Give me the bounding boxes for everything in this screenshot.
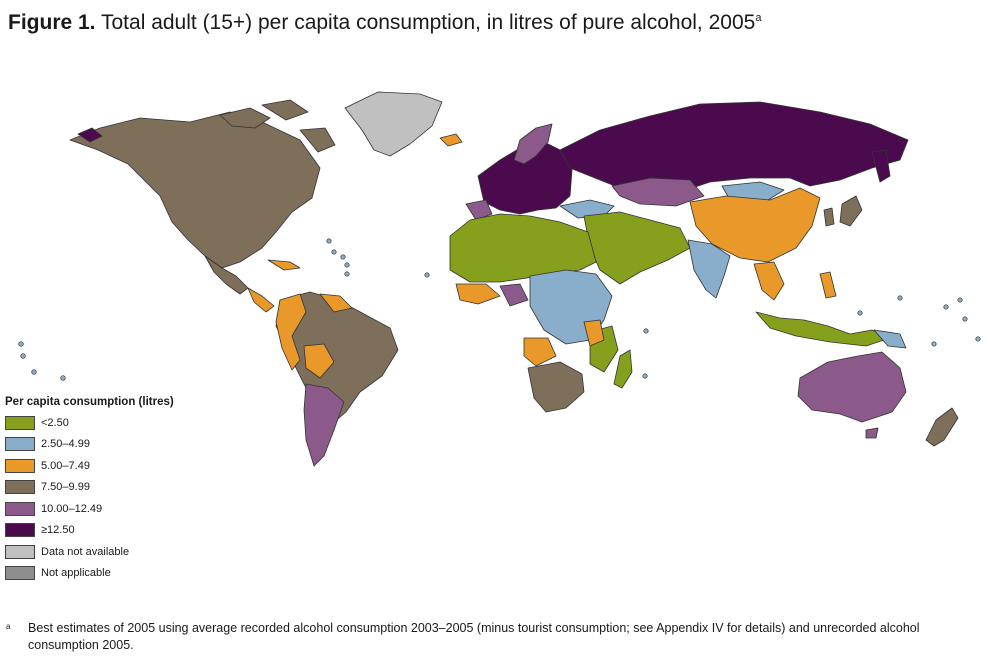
region-venezuela [319,293,353,313]
region-china [689,187,821,263]
legend-label: 5.00–7.49 [41,459,90,472]
region-southern-africa [527,361,585,413]
legend-swatch [5,480,35,495]
legend-label: Data not available [41,545,130,558]
region-india [687,239,731,299]
legend-label: <2.50 [41,416,69,429]
region-mexico [204,255,249,295]
region-philippines [819,271,837,299]
region-iberia [465,199,493,221]
region-north-africa [449,213,597,283]
map-legend: Per capita consumption (litres) <2.50 2.5… [5,396,174,584]
region-bolivia-paraguay [303,343,335,379]
legend-swatch [5,566,35,581]
legend-swatch [5,523,35,538]
legend-item: <2.50 [5,412,174,434]
footnote: a Best estimates of 2005 using average r… [6,620,981,654]
region-balkans-turkey [559,199,615,219]
legend-swatch [5,437,35,452]
legend-title: Per capita consumption (litres) [5,396,174,408]
legend-label: 2.50–4.99 [41,438,90,451]
legend-label: ≥12.50 [41,524,75,537]
region-greenland [344,91,443,157]
region-middle-east [583,211,691,285]
region-indonesia [755,311,891,347]
legend-item: 10.00–12.49 [5,498,174,520]
region-caribbean [267,259,301,271]
legend-swatch [5,544,35,559]
figure-label: Figure 1. [8,11,96,34]
region-tasmania [865,427,879,439]
region-andes-north [275,293,307,371]
legend-swatch [5,458,35,473]
legend-item: 7.50–9.99 [5,477,174,499]
legend-swatch [5,501,35,516]
region-west-africa [455,283,501,305]
region-kazakhstan [611,177,705,207]
region-iceland [439,133,463,147]
legend-item: ≥12.50 [5,520,174,542]
region-korea-japan [823,195,863,227]
region-canadian-arctic [219,99,336,153]
world-map [18,91,981,467]
region-russia [559,101,909,193]
region-alaska-tip [77,127,103,143]
region-scandinavia [513,123,553,165]
region-papua [873,329,907,349]
region-southeast-asia [753,261,785,301]
region-argentina-chile [303,383,345,467]
region-north-america [69,111,321,269]
region-nigeria [499,283,529,307]
region-angola [523,337,557,367]
figure-title: Figure 1. Total adult (15+) per capita c… [8,6,761,35]
legend-item: Data not available [5,541,174,563]
region-tanzania [583,319,605,347]
region-australia [797,351,907,423]
footnote-text: Best estimates of 2005 using average rec… [28,621,920,652]
title-footnote-marker: a [755,12,762,24]
legend-item: 2.50–4.99 [5,434,174,456]
legend-items: <2.50 2.50–4.99 5.00–7.49 7.50–9.99 10.00–12… [5,412,174,584]
island-markers [18,238,981,381]
legend-item: 5.00–7.49 [5,455,174,477]
legend-swatch [5,415,35,430]
region-central-america [247,287,275,313]
figure-title-text: Total adult (15+) per capita consumption… [101,11,756,34]
region-kamchatka [871,149,891,183]
region-madagascar [613,349,633,389]
footnote-marker: a [6,622,11,631]
legend-item: Not applicable [5,563,174,585]
legend-label: Not applicable [41,567,111,580]
region-new-zealand [925,407,959,447]
legend-label: 10.00–12.49 [41,502,103,515]
legend-label: 7.50–9.99 [41,481,90,494]
